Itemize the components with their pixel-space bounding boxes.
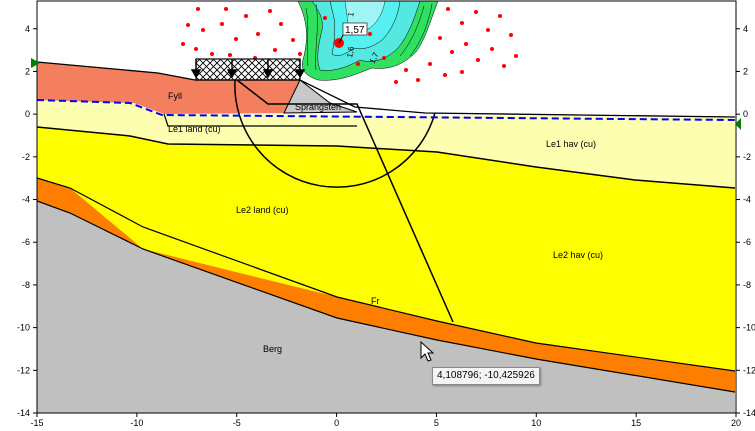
- layer-label-sprangsten: Sprängsten: [295, 102, 341, 112]
- contour-label-16: 1,6: [345, 45, 356, 58]
- safety-factor-contours: [297, 1, 439, 81]
- x-tick-label: 0: [334, 418, 339, 428]
- sliding-surface: [236, 79, 454, 323]
- y-tick-label-left: -10: [17, 323, 30, 333]
- slip-center-grid-dots: [181, 7, 518, 84]
- x-tick-label: -5: [233, 418, 241, 428]
- y-tick-label-left: -8: [22, 280, 30, 290]
- y-tick-label-right: -2: [743, 152, 751, 162]
- water-level-line: [37, 99, 736, 121]
- x-tick-label: 10: [531, 418, 541, 428]
- cursor-coordinate-tooltip: 4,108796; -10,425926: [432, 367, 540, 385]
- berg-layer: [37, 201, 735, 413]
- axis-ticks: -15 -10 -5 0 5 10 15 204 42 20 0-2 -2-4 -4-6 -6-8 -8-1…: [17, 24, 755, 428]
- load-arrows: [190, 59, 306, 79]
- y-tick-label-left: -14: [17, 408, 30, 418]
- layer-label-le1-hav: Le1 hav (cu): [546, 139, 596, 149]
- y-tick-label-right: -12: [743, 365, 755, 375]
- safety-factor-label: 1,57: [345, 25, 365, 36]
- level-marker-right[interactable]: [735, 118, 741, 130]
- layer-label-fyll: Fyll: [168, 91, 182, 101]
- y-tick-label-right: 4: [743, 24, 748, 34]
- x-tick-label: -15: [30, 418, 43, 428]
- contour-label-1: 1: [346, 11, 356, 17]
- y-tick-label-left: -2: [22, 152, 30, 162]
- contour-label-17: 1,7: [368, 50, 381, 64]
- y-tick-label-left: -12: [17, 365, 30, 375]
- y-tick-label-left: 2: [25, 66, 30, 76]
- layer-label-le2-hav: Le2 hav (cu): [553, 250, 603, 260]
- le1-layer: [37, 100, 735, 188]
- x-tick-label: 20: [731, 418, 741, 428]
- le2-layer: [37, 127, 735, 371]
- surcharge-load: [195, 58, 301, 81]
- x-tick-label: -10: [130, 418, 143, 428]
- y-tick-label-right: -6: [743, 237, 751, 247]
- layer-label-le1-land: Le1 land (cu): [168, 124, 221, 134]
- y-tick-label-right: 2: [743, 66, 748, 76]
- level-marker-left[interactable]: [31, 58, 40, 68]
- y-tick-label-left: -4: [22, 195, 30, 205]
- y-tick-label-right: 0: [743, 109, 748, 119]
- x-tick-label: 15: [631, 418, 641, 428]
- slip-circle: [234, 79, 436, 188]
- layer-label-fr: Fr: [371, 296, 380, 306]
- y-tick-label-left: -6: [22, 237, 30, 247]
- y-tick-label-right: -10: [743, 323, 755, 333]
- y-tick-label-right: -8: [743, 280, 751, 290]
- mouse-cursor-icon: [420, 340, 435, 362]
- layer-label-le2-land: Le2 land (cu): [236, 205, 289, 215]
- layer-label-berg: Berg: [263, 344, 282, 354]
- x-tick-label: 5: [434, 418, 439, 428]
- fyll-layer: [37, 62, 300, 114]
- y-tick-label-left: 0: [25, 109, 30, 119]
- y-tick-label-right: -4: [743, 195, 751, 205]
- y-tick-label-right: -14: [743, 408, 755, 418]
- y-tick-label-left: 4: [25, 24, 30, 34]
- fr-layer: [37, 178, 735, 392]
